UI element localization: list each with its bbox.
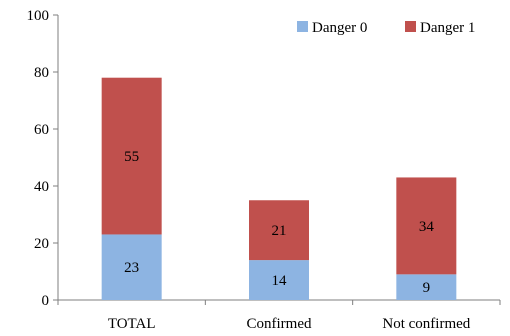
data-label: 21 bbox=[272, 223, 287, 239]
legend: Danger 0 Danger 1 bbox=[297, 20, 475, 36]
y-tick-label: 60 bbox=[34, 122, 49, 138]
bar-segment bbox=[396, 177, 457, 275]
bar-segment bbox=[249, 200, 309, 261]
y-tick-label: 0 bbox=[42, 293, 50, 309]
data-label: 9 bbox=[423, 280, 431, 296]
bar-segment bbox=[396, 274, 457, 300]
y-tick-label: 20 bbox=[34, 236, 49, 252]
legend-swatch bbox=[297, 21, 308, 32]
axes: 0 20 40 60 80 100 TOTAL Confirmed Not confirmed bbox=[27, 8, 501, 332]
bar-segment bbox=[101, 77, 162, 235]
data-label: 14 bbox=[272, 273, 288, 289]
y-tick-label: 40 bbox=[34, 179, 49, 195]
x-tick-label: Not confirmed bbox=[382, 316, 470, 332]
data-label: 55 bbox=[124, 149, 139, 165]
data-label: 23 bbox=[124, 260, 139, 276]
bars: 23 55 14 21 9 34 bbox=[101, 77, 457, 300]
x-tick-label: TOTAL bbox=[108, 316, 156, 332]
data-label: 34 bbox=[419, 219, 435, 235]
legend-label: Danger 1 bbox=[420, 20, 475, 36]
bar-segment bbox=[249, 260, 309, 300]
bar-segment bbox=[101, 234, 162, 300]
legend-label: Danger 0 bbox=[312, 20, 367, 36]
legend-swatch bbox=[405, 21, 416, 32]
x-tick-label: Confirmed bbox=[247, 316, 312, 332]
y-tick-label: 80 bbox=[34, 65, 49, 81]
y-tick-label: 100 bbox=[27, 8, 50, 24]
